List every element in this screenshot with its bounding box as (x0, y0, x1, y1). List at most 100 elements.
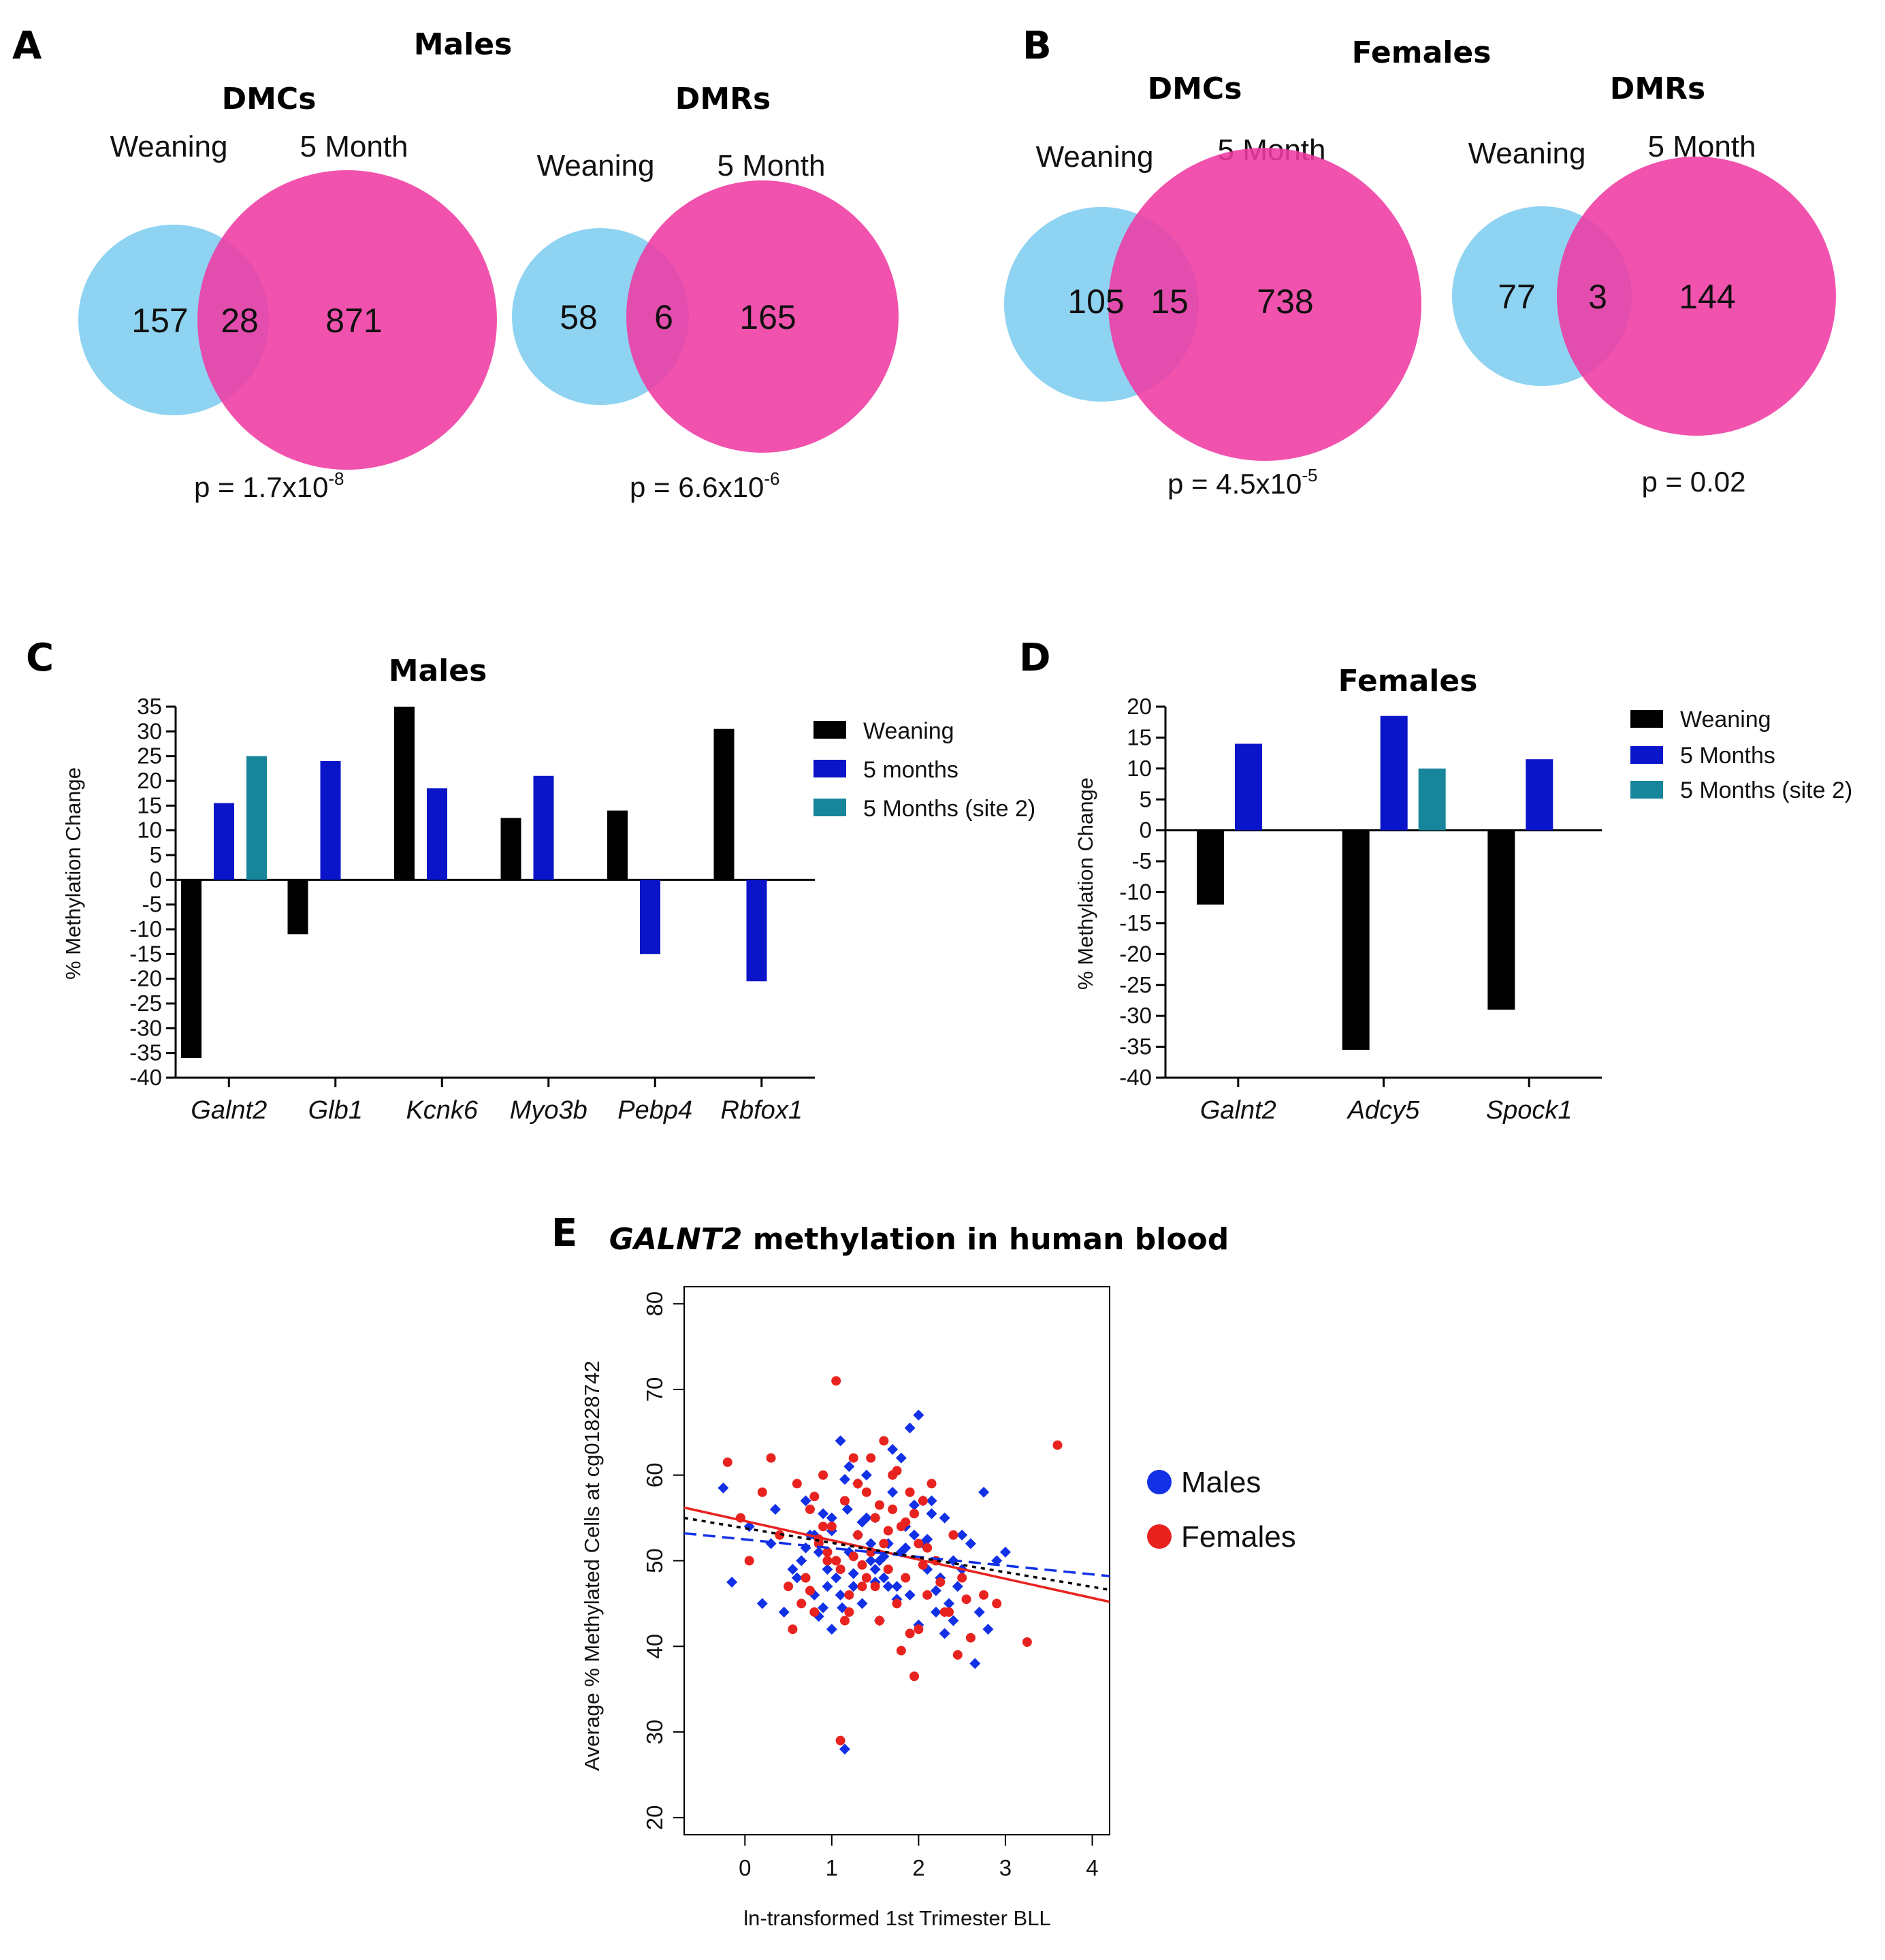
point-male (826, 1624, 837, 1635)
chart-title: Females (1338, 664, 1478, 698)
panel-a-letter: A (12, 24, 42, 68)
point-female (870, 1513, 880, 1523)
venn-month-circle (626, 180, 899, 453)
point-female (844, 1607, 854, 1617)
point-male (900, 1542, 912, 1554)
bar (1380, 716, 1408, 831)
venn-left-count: 58 (560, 298, 598, 336)
category-label: Adcy5 (1347, 1096, 1420, 1125)
point-female (788, 1624, 798, 1635)
y-tick-label: -40 (1119, 1065, 1152, 1090)
y-tick-label: -40 (129, 1065, 162, 1090)
point-male (856, 1516, 868, 1528)
y-tick-label: 30 (642, 1720, 667, 1745)
y-tick-label: 15 (1127, 724, 1152, 750)
y-tick-label: -25 (129, 991, 162, 1016)
venn-title: DMRs (675, 82, 771, 116)
point-male (969, 1658, 981, 1669)
point-male (796, 1555, 807, 1567)
y-tick-label: 10 (1127, 756, 1152, 781)
point-female (844, 1590, 854, 1600)
point-female (883, 1564, 893, 1575)
point-male (765, 1538, 777, 1549)
point-female (992, 1598, 1002, 1609)
y-tick-label: -35 (1119, 1034, 1152, 1059)
point-male (848, 1581, 859, 1592)
venn-females-dmc: DMCs Weaning 5 Month 105 15 738 p = 4.5x… (1004, 71, 1421, 500)
point-female (918, 1496, 928, 1506)
y-tick-label: 60 (642, 1462, 667, 1488)
point-male (843, 1461, 855, 1473)
y-tick-label: 40 (642, 1634, 667, 1659)
point-female (818, 1470, 828, 1480)
point-male (909, 1499, 920, 1511)
venn-males-dmc: DMCs Weaning 5 Month 157 28 871 p = 1.7x… (78, 82, 497, 503)
point-male (891, 1581, 903, 1592)
venn-p-value: p = 1.7x10-8 (194, 468, 344, 503)
point-female (909, 1671, 920, 1682)
venn-overlap-count: 15 (1150, 283, 1189, 321)
point-male (860, 1469, 872, 1481)
point-male (865, 1555, 877, 1567)
point-female (839, 1616, 850, 1626)
venn-month-circle (197, 170, 497, 470)
point-female (957, 1573, 967, 1583)
point-male (718, 1482, 729, 1494)
point-female (901, 1517, 911, 1527)
point-female (944, 1607, 954, 1617)
venn-title: DMCs (1148, 71, 1242, 106)
venn-overlap-count: 6 (654, 298, 673, 336)
bar (746, 880, 767, 982)
point-female (918, 1560, 928, 1570)
scatter-chart: ln-transformed 1st Trimester BLL Average… (580, 1286, 1110, 1930)
category-label: Pebp4 (617, 1096, 692, 1125)
venn-p-value: p = 6.6x10-6 (630, 468, 779, 503)
x-tick-label: 1 (826, 1855, 838, 1880)
bar (1235, 743, 1262, 831)
point-male (726, 1576, 738, 1588)
bar (640, 880, 660, 954)
point-male (926, 1508, 937, 1520)
point-female (888, 1505, 898, 1515)
y-tick-label: 80 (642, 1291, 667, 1317)
point-female (979, 1590, 989, 1600)
point-male (982, 1624, 994, 1635)
panel-a-title: Males (414, 27, 513, 62)
point-male (818, 1508, 829, 1520)
point-male (939, 1512, 950, 1524)
venn-right-label: 5 Month (718, 149, 826, 182)
point-female (835, 1564, 845, 1575)
point-male (787, 1564, 799, 1575)
point-female (831, 1556, 841, 1566)
point-male (822, 1581, 833, 1592)
point-female (775, 1530, 785, 1540)
point-female (848, 1453, 858, 1463)
y-tick-label: -15 (129, 941, 162, 966)
point-female (909, 1509, 920, 1519)
point-female (914, 1539, 924, 1549)
bar (1197, 830, 1224, 905)
legend-swatch-site2 (813, 799, 846, 816)
bar (1342, 830, 1370, 1050)
point-male (756, 1598, 768, 1609)
point-male (818, 1602, 829, 1613)
point-male (856, 1598, 868, 1609)
legend-label-5-months: 5 months (863, 757, 958, 783)
y-tick-label: -30 (129, 1015, 162, 1040)
venn-left-label: Weaning (110, 130, 228, 163)
y-tick-label: -10 (129, 916, 162, 942)
point-female (922, 1543, 933, 1553)
point-female (805, 1505, 815, 1515)
point-male (930, 1585, 941, 1596)
point-female (801, 1573, 811, 1583)
venn-title: DMRs (1610, 71, 1705, 106)
legend-marker-males (1147, 1470, 1172, 1494)
point-female (927, 1479, 937, 1489)
x-tick-label: 3 (999, 1855, 1012, 1880)
panel-b-letter: B (1022, 24, 1052, 68)
y-tick-label: 70 (642, 1377, 667, 1402)
point-male (839, 1474, 850, 1485)
point-female (757, 1487, 767, 1497)
point-male (926, 1495, 937, 1507)
